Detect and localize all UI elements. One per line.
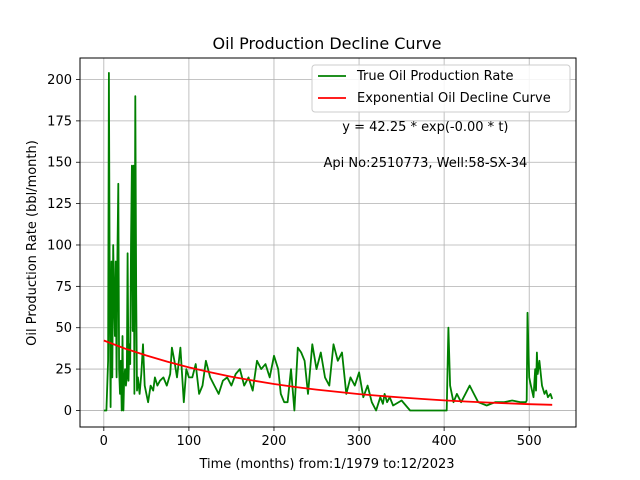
x-axis-label: Time (months) from:1/1979 to:12/2023: [198, 457, 454, 472]
y-tick-label: 125: [47, 197, 72, 212]
y-tick-label: 25: [55, 363, 72, 378]
well-info-annotation: Api No:2510773, Well:58-SX-34: [324, 156, 528, 171]
y-tick-label: 100: [47, 238, 72, 253]
y-tick-label: 75: [55, 280, 72, 295]
x-tick-label: 500: [517, 434, 542, 449]
plot-frame: [79, 57, 577, 428]
x-tick-label: 300: [347, 434, 372, 449]
exponential-decline-line: [103, 339, 553, 406]
chart-title: Oil Production Decline Curve: [213, 34, 442, 53]
x-tick-label: 400: [432, 434, 457, 449]
x-tick-label: 100: [176, 434, 201, 449]
y-tick-label: 0: [64, 404, 72, 419]
x-tick-label: 0: [100, 434, 108, 449]
y-tick-label: 50: [55, 321, 72, 336]
legend-box: [311, 64, 571, 113]
true-production-rate-line: [103, 72, 554, 412]
y-axis-label: Oil Production Rate (bbl/month): [25, 140, 40, 346]
legend-label-true-rate: True Oil Production Rate: [356, 69, 513, 84]
equation-annotation: y = 42.25 * exp(-0.00 * t): [342, 120, 508, 135]
plot-area: [80, 58, 576, 427]
legend-label-decline-curve: Exponential Oil Decline Curve: [357, 91, 551, 106]
annotations: y = 42.25 * exp(-0.00 * t) Api No:2510773…: [324, 120, 528, 171]
legend: True Oil Production Rate Exponential Oil…: [311, 64, 571, 113]
y-tick-label: 200: [47, 73, 72, 88]
x-tick-label: 200: [262, 434, 287, 449]
series-layer: [103, 72, 554, 412]
y-tick-label: 175: [47, 114, 72, 129]
axis-ticks: 0 100 200 300 400 500 0 25 50 75 100 125 150 175 200: [47, 73, 541, 449]
y-tick-label: 150: [47, 156, 72, 171]
